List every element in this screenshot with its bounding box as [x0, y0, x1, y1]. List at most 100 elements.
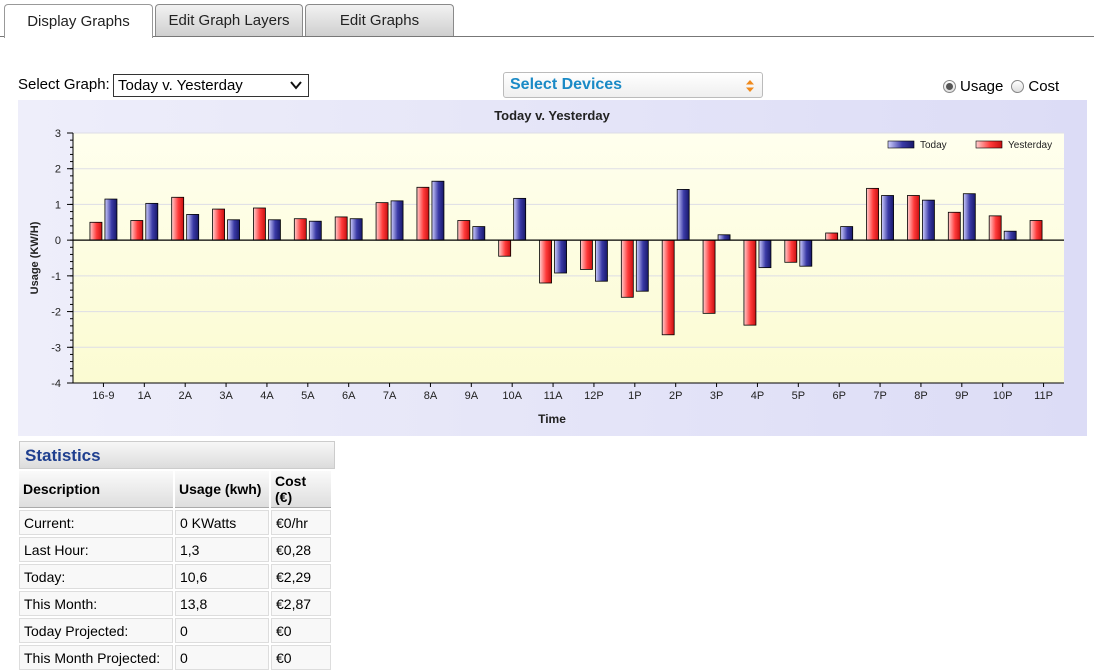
x-tick-label: 6P [832, 390, 845, 402]
x-tick-label: 5P [792, 390, 805, 402]
legend-today-label: Today [920, 140, 947, 151]
tab-divider [0, 36, 1094, 37]
bar-yesterday [89, 221, 103, 241]
bar-yesterday [539, 239, 552, 284]
y-tick-label: 3 [55, 128, 61, 140]
bar-yesterday [825, 232, 839, 241]
bar-yesterday [620, 239, 634, 298]
tab-display-graphs[interactable]: Display Graphs [4, 4, 153, 38]
radio-cost[interactable] [1011, 80, 1025, 93]
legend-yesterday-label: Yesterday [1008, 140, 1052, 151]
cell-cost: €0 [271, 618, 331, 643]
x-tick-label: 4A [260, 390, 274, 402]
tab-edit-graph-layers[interactable]: Edit Graph Layers [155, 4, 303, 36]
select-devices-dropdown[interactable]: Select Devices [503, 72, 763, 98]
table-row: This Month Projected: 0 €0 [19, 645, 331, 670]
bar-yesterday [375, 202, 389, 241]
x-tick-label: 8A [424, 390, 438, 402]
cell-cost: €2,87 [271, 591, 331, 616]
table-row: Current: 0 KWatts €0/hr [19, 510, 331, 535]
bar-today [349, 218, 363, 241]
x-tick-label: 10A [502, 390, 522, 402]
bar-today [186, 214, 200, 241]
select-devices-label: Select Devices [510, 76, 623, 93]
bar-yesterday [947, 211, 961, 241]
statistics-panel: Statistics Description Usage (kwh) Cost … [19, 441, 335, 672]
updown-arrows-icon [746, 80, 754, 92]
radio-usage[interactable] [943, 80, 956, 93]
statistics-header-row: Description Usage (kwh) Cost (€) [19, 471, 331, 508]
cell-description: Today Projected: [19, 618, 173, 643]
bar-yesterday [334, 216, 348, 241]
bar-yesterday [702, 239, 716, 314]
axes: 3 2 1 0 -1 -2 -3 -4 16-9 1A 2A 3A 4A 5A 6A 7A 8A 9A 10A 11A… [51, 128, 1064, 402]
x-axis-title: Time [538, 412, 566, 426]
y-axis-title: Usage (KW/H) [29, 221, 41, 294]
bar-yesterday [498, 239, 512, 257]
y-tick-label: -4 [51, 378, 61, 390]
statistics-title: Statistics [19, 441, 335, 469]
chart-title: Today v. Yesterday [494, 108, 610, 123]
cell-usage: 13,8 [175, 591, 269, 616]
radio-usage-label: Usage [960, 78, 1004, 95]
select-graph-label: Select Graph: [18, 76, 110, 93]
x-tick-label: 2P [669, 390, 682, 402]
bar-today [513, 197, 527, 241]
tab-edit-graphs[interactable]: Edit Graphs [305, 4, 454, 36]
legend-today-swatch [887, 140, 915, 149]
plot-area [73, 133, 1064, 383]
bar-today [717, 234, 731, 241]
cell-usage: 0 [175, 645, 269, 670]
usage-chart: Today v. Yesterday 3 2 1 0 -1 -2 -3 -4 16-9 1A 2A 3… [18, 100, 1087, 436]
bar-today [962, 193, 976, 241]
bar-today [554, 239, 567, 274]
cell-usage: 0 [175, 618, 269, 643]
bar-today [227, 219, 240, 241]
select-graph-value: Today v. Yesterday [118, 77, 243, 94]
bar-yesterday [580, 239, 593, 270]
bar-yesterday [293, 218, 307, 241]
y-tick-label: 0 [55, 235, 61, 247]
legend-yesterday-swatch [975, 140, 1003, 149]
bar-today [881, 195, 894, 241]
cell-usage: 1,3 [175, 537, 269, 562]
bar-today [390, 200, 404, 241]
x-tick-label: 3P [710, 390, 723, 402]
select-graph-dropdown[interactable]: Today v. Yesterday [113, 74, 309, 97]
bar-today [472, 226, 486, 241]
x-tick-label: 4P [751, 390, 764, 402]
x-tick-label: 9P [955, 390, 968, 402]
cell-description: Today: [19, 564, 173, 589]
y-tick-label: 2 [55, 164, 61, 176]
bar-yesterday [416, 186, 430, 241]
table-row: This Month: 13,8 €2,87 [19, 591, 331, 616]
bar-yesterday [212, 208, 225, 241]
x-tick-label: 11P [1034, 390, 1053, 402]
cell-usage: 0 KWatts [175, 510, 269, 535]
table-row: Last Hour: 1,3 €0,28 [19, 537, 331, 562]
cell-description: Current: [19, 510, 173, 535]
bar-today [431, 180, 445, 241]
header-description: Description [19, 471, 173, 508]
x-tick-label: 16-9 [92, 390, 114, 402]
table-row: Today Projected: 0 €0 [19, 618, 331, 643]
tab-bar: Display Graphs Edit Graph Layers Edit Gr… [0, 0, 1094, 38]
bar-today [799, 239, 813, 267]
cell-cost: €2,29 [271, 564, 331, 589]
x-tick-label: 7A [383, 390, 397, 402]
bar-today [840, 226, 854, 241]
y-tick-label: -3 [51, 342, 61, 354]
cell-cost: €0 [271, 645, 331, 670]
usage-cost-toggle: Usage Cost [943, 78, 1067, 95]
bar-yesterday [988, 215, 1002, 241]
bar-yesterday [784, 239, 798, 263]
bar-today [268, 219, 281, 241]
bar-yesterday [457, 220, 471, 241]
bar-today [676, 189, 690, 241]
header-cost: Cost (€) [271, 471, 331, 508]
y-tick-label: -1 [51, 271, 61, 283]
table-row: Today: 10,6 €2,29 [19, 564, 331, 589]
x-tick-label: 3A [219, 390, 233, 402]
bar-yesterday [130, 220, 144, 241]
